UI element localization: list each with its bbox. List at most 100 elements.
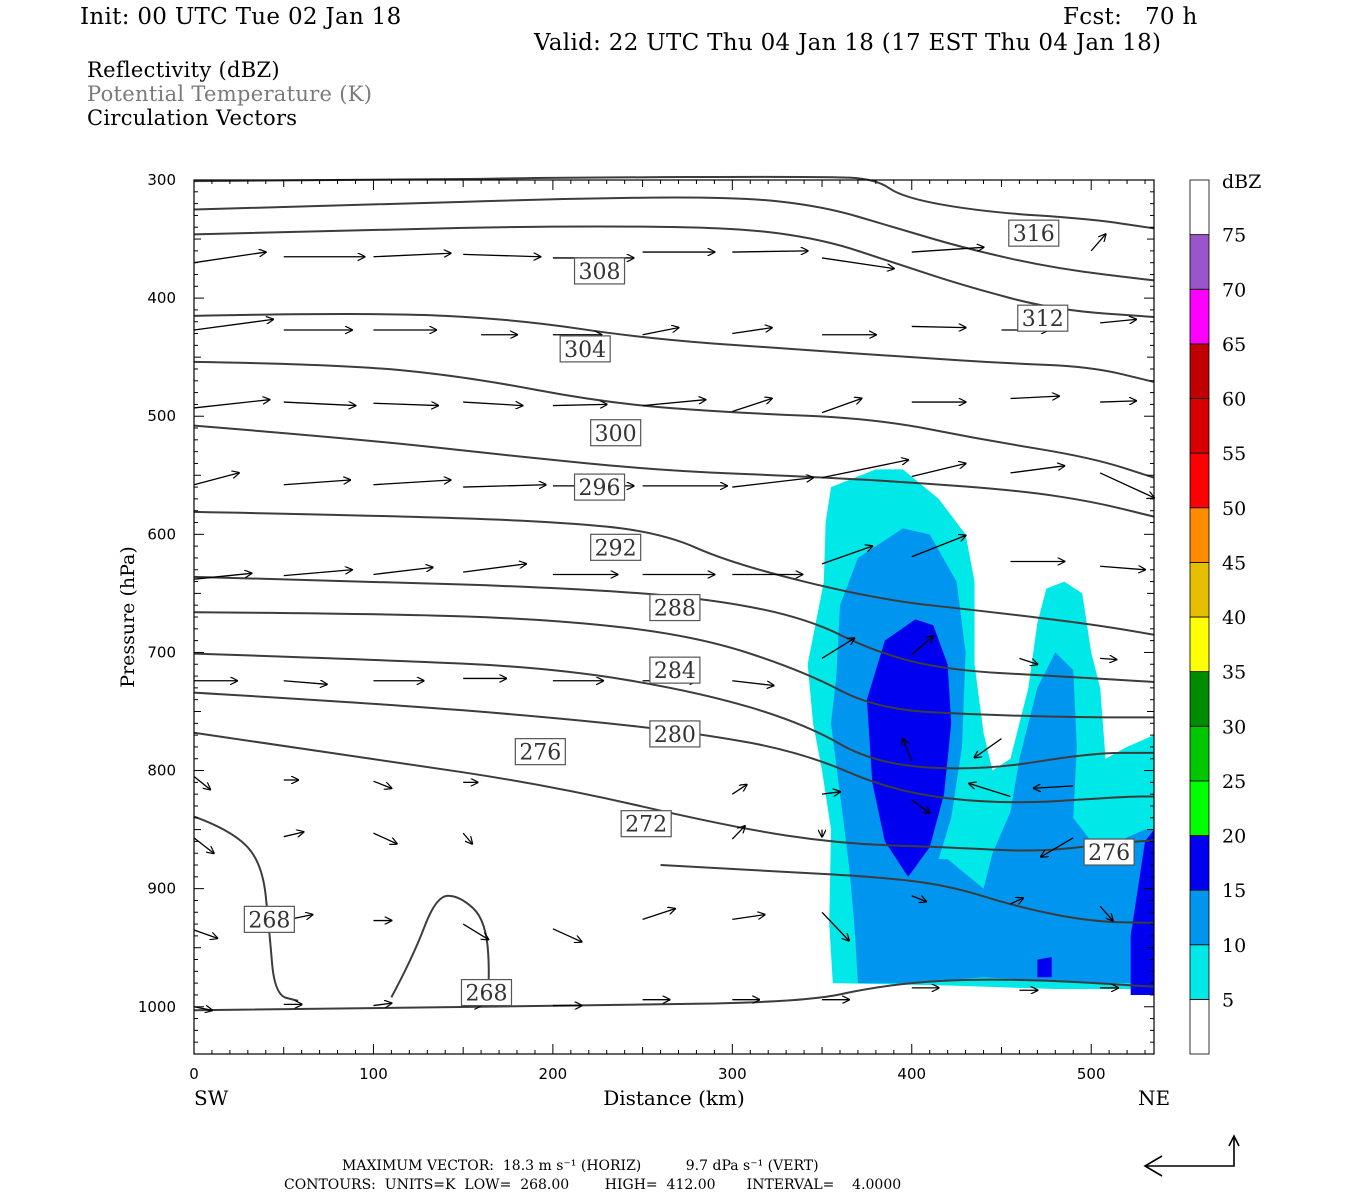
colorbar-tick-label: 5 — [1222, 989, 1234, 1011]
x-tick-label: 100 — [359, 1065, 388, 1083]
circulation-vector — [1100, 658, 1116, 659]
colorbar-segment — [1189, 671, 1210, 727]
colorbar-segment — [1189, 998, 1210, 1055]
circulation-vector — [373, 403, 438, 405]
colorbar: 5 10 15 20 25 30 35 40 45 50 55 60 65 70 75 — [1189, 179, 1246, 1055]
contour-label-box — [590, 533, 642, 561]
colorbar-tick-label: 55 — [1222, 443, 1246, 465]
circulation-vector — [732, 680, 773, 686]
colorbar-segment — [1189, 343, 1210, 399]
colorbar-segment — [1189, 288, 1210, 345]
reflectivity-fill — [807, 469, 1154, 995]
circulation-vector — [642, 328, 679, 336]
circulation-vector — [462, 923, 488, 939]
circulation-vector — [193, 929, 217, 938]
theta-contour-292 — [193, 510, 1155, 636]
circulation-vector — [642, 400, 706, 407]
y-tick-label: 800 — [147, 762, 176, 780]
theta-contour-268 — [390, 894, 490, 1003]
theta-contour-276 — [193, 691, 1154, 804]
field-label-vectors: Circulation Vectors — [87, 106, 298, 130]
contour-labels: 316 312 308 304 300 296 292 288 284 280 276 276 272 2… — [243, 219, 1135, 1007]
circulation-vector — [1090, 234, 1105, 252]
circulation-vector — [193, 252, 266, 264]
theta-contour-296 — [193, 424, 1155, 518]
colorbar-title: dBZ — [1222, 171, 1261, 193]
contour-label: 300 — [595, 422, 637, 447]
colorbar-tick-label: 60 — [1222, 389, 1246, 411]
contour-label-box — [620, 810, 672, 838]
circulation-vector — [462, 832, 472, 844]
circulation-vector — [911, 463, 966, 478]
circulation-vector — [373, 832, 396, 844]
theta-contour-300 — [193, 360, 1155, 479]
circulation-vector — [1019, 657, 1037, 664]
circulation-vector — [731, 785, 746, 795]
x-left-label: SW — [194, 1086, 229, 1110]
circulation-vector — [283, 570, 352, 577]
circulation-vector — [1034, 786, 1074, 788]
circulation-vector — [463, 254, 540, 256]
circulation-vector — [732, 399, 771, 413]
circulation-vector — [283, 681, 327, 685]
circulation-vector — [193, 775, 210, 789]
circulation-vector — [373, 1003, 391, 1005]
y-tick-label: 700 — [147, 643, 176, 661]
circulation-vector — [193, 837, 214, 853]
contour-label-box — [514, 738, 566, 766]
contour-label: 276 — [519, 741, 561, 766]
x-tick-label: 400 — [897, 1065, 926, 1083]
theta-contours — [193, 175, 1155, 1012]
contour-label: 304 — [564, 338, 606, 363]
x-tick-label: 500 — [1077, 1065, 1106, 1083]
colorbar-tick-label: 45 — [1222, 552, 1246, 574]
circulation-vector — [821, 399, 861, 414]
theta-contour-272 — [660, 864, 1155, 924]
contour-label: 280 — [654, 723, 696, 748]
colorbar-tick-label: 10 — [1222, 935, 1246, 957]
colorbar-tick-label: 50 — [1222, 498, 1246, 520]
circulation-vector — [975, 738, 1002, 758]
circulation-vector — [1099, 905, 1113, 920]
circulation-vector — [821, 792, 840, 794]
circulation-vector — [552, 928, 582, 942]
circulation-vector — [642, 909, 675, 920]
circulation-vector — [911, 799, 930, 813]
colorbar-segment — [1189, 398, 1210, 454]
circulation-vector — [821, 257, 894, 269]
contour-label-box — [1008, 219, 1060, 247]
contour-label: 276 — [1088, 841, 1130, 866]
reflectivity-area-15dbz — [1130, 829, 1154, 995]
circulation-vector — [911, 895, 926, 902]
circulation-vector — [373, 567, 432, 576]
colorbar-segment — [1189, 561, 1210, 618]
contour-label-box — [649, 656, 701, 684]
theta-contour-304 — [193, 313, 1155, 383]
theta-contour-316 — [193, 175, 1155, 230]
colorbar-segment — [1189, 780, 1210, 836]
circulation-vector — [1010, 396, 1058, 398]
init-time: Init: 00 UTC Tue 02 Jan 18 — [80, 4, 402, 30]
x-right-label: NE — [1138, 1086, 1170, 1110]
contour-label-box — [1083, 838, 1135, 866]
contour-label-box — [1017, 304, 1069, 332]
colorbar-segment — [1189, 889, 1210, 946]
circulation-vector — [283, 402, 356, 406]
circulation-vector — [821, 911, 849, 940]
field-label-theta: Potential Temperature (K) — [87, 82, 373, 106]
circulation-vector — [732, 328, 771, 335]
contour-label: 296 — [579, 476, 621, 501]
colorbar-segment — [1189, 234, 1210, 290]
circulation-vector — [821, 546, 872, 565]
circulation-vector — [193, 1007, 212, 1011]
colorbar-tick-label: 15 — [1222, 880, 1246, 902]
colorbar-tick-label: 25 — [1222, 771, 1246, 793]
circulation-vector — [911, 536, 966, 558]
y-tick-label: 300 — [147, 171, 176, 189]
contour-label: 284 — [654, 659, 696, 684]
circulation-vector — [732, 478, 813, 488]
field-label-reflectivity: Reflectivity (dBZ) — [87, 58, 280, 82]
circulation-vector — [1041, 837, 1074, 857]
colorbar-tick-label: 65 — [1222, 334, 1246, 356]
y-axis-title: Pressure (hPa) — [117, 546, 139, 688]
